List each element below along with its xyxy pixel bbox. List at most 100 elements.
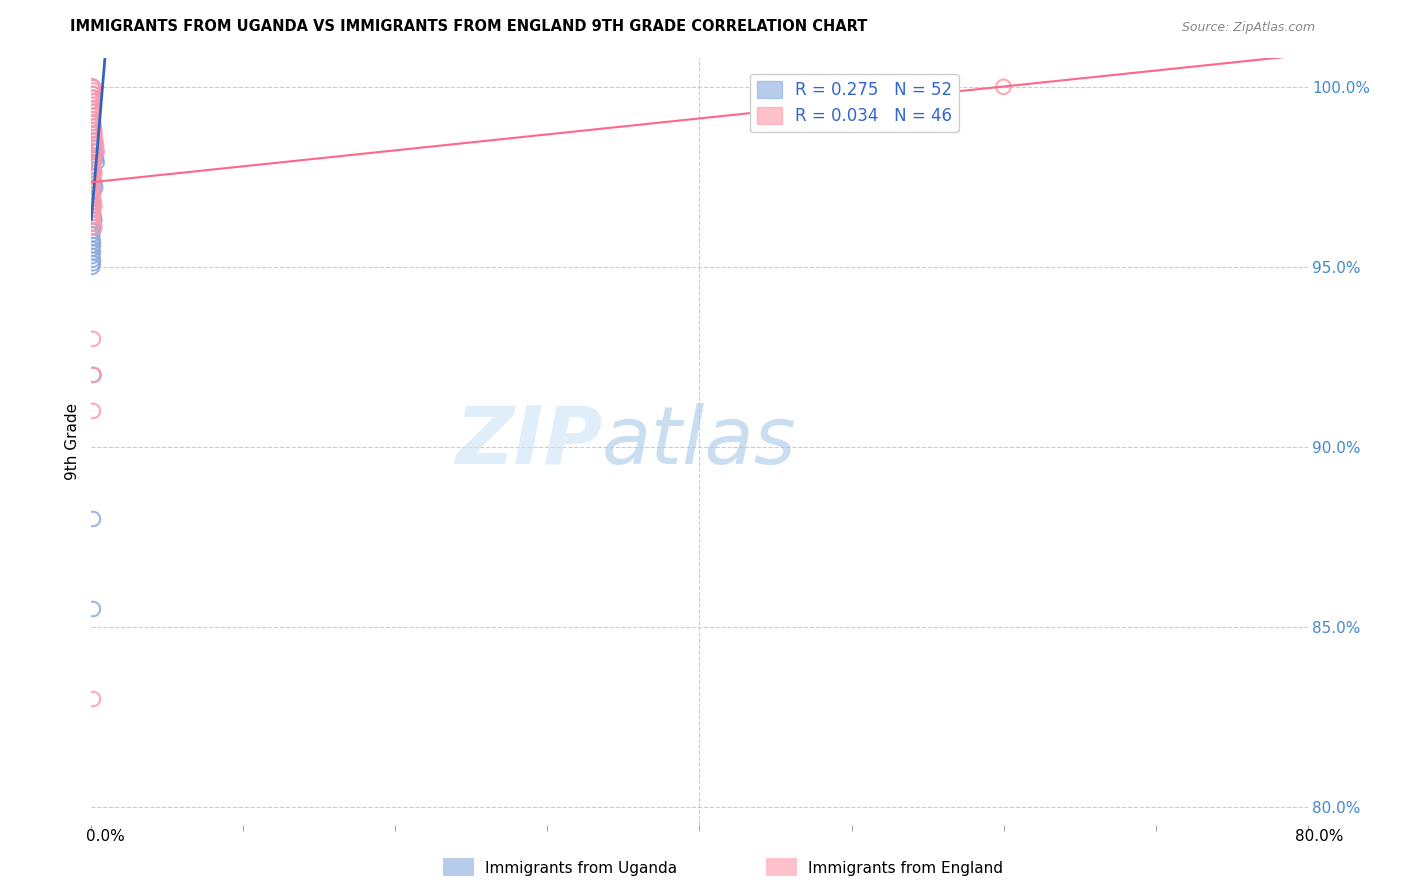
Point: [82, 112, 104, 127]
Text: 80.0%: 80.0%: [1295, 830, 1343, 844]
Point: [83, 130, 105, 145]
Point: [83, 141, 105, 155]
Point: [82, 159, 104, 173]
Point: [86, 155, 108, 169]
Point: [83, 127, 105, 141]
Point: [82, 79, 104, 94]
Point: [83, 368, 105, 382]
Point: [83, 130, 105, 145]
Point: [82, 235, 104, 249]
Point: [83, 220, 105, 235]
Point: [82, 195, 104, 210]
Point: [83, 173, 105, 187]
Point: [84, 134, 107, 148]
Point: [82, 87, 104, 101]
Point: [82, 249, 104, 263]
Point: [82, 90, 104, 104]
Point: [82, 256, 104, 270]
Point: [82, 191, 104, 205]
Point: [82, 217, 104, 231]
Point: [82, 105, 104, 120]
Point: [82, 116, 104, 130]
Point: [82, 692, 104, 706]
Text: 0.0%: 0.0%: [86, 830, 125, 844]
Point: [82, 97, 104, 112]
Point: [83, 177, 105, 191]
Point: [82, 90, 104, 104]
Point: [83, 213, 105, 227]
Point: [82, 224, 104, 238]
Point: [83, 134, 105, 148]
Point: [82, 102, 104, 116]
Point: [84, 152, 107, 166]
Point: [82, 159, 104, 173]
Point: [82, 404, 104, 418]
Point: [82, 94, 104, 108]
Point: [82, 123, 104, 137]
Point: [84, 145, 107, 159]
Point: [82, 87, 104, 101]
Point: [82, 602, 104, 616]
Point: [82, 242, 104, 256]
Point: [82, 202, 104, 217]
Point: [84, 148, 107, 162]
Point: [82, 184, 104, 198]
Point: [82, 512, 104, 526]
Point: [82, 231, 104, 245]
Point: [82, 202, 104, 217]
Point: [82, 79, 104, 94]
Text: IMMIGRANTS FROM UGANDA VS IMMIGRANTS FROM ENGLAND 9TH GRADE CORRELATION CHART: IMMIGRANTS FROM UGANDA VS IMMIGRANTS FRO…: [70, 20, 868, 34]
Point: [82, 112, 104, 127]
Text: ZIP: ZIP: [454, 402, 602, 481]
Point: [83, 199, 105, 213]
Point: [82, 105, 104, 120]
Point: [82, 162, 104, 177]
Point: [83, 120, 105, 134]
Point: [82, 152, 104, 166]
Y-axis label: 9th Grade: 9th Grade: [65, 403, 80, 480]
Point: [82, 191, 104, 205]
Point: [82, 184, 104, 198]
Point: [83, 162, 105, 177]
Point: [84, 141, 107, 155]
Point: [82, 217, 104, 231]
Point: [82, 180, 104, 194]
Point: [82, 79, 104, 94]
Point: [82, 227, 104, 242]
Point: [82, 120, 104, 134]
Point: [83, 195, 105, 210]
Point: [84, 137, 107, 152]
Point: [83, 137, 105, 152]
Point: [82, 199, 104, 213]
Point: [82, 206, 104, 220]
Point: [82, 210, 104, 224]
Point: [82, 238, 104, 252]
Point: [82, 94, 104, 108]
Point: [82, 245, 104, 260]
Point: [82, 260, 104, 274]
Point: [82, 332, 104, 346]
Point: [83, 210, 105, 224]
Point: [82, 252, 104, 267]
Text: Source: ZipAtlas.com: Source: ZipAtlas.com: [1181, 21, 1315, 34]
Point: [82, 148, 104, 162]
Point: [86, 145, 108, 159]
Point: [82, 220, 104, 235]
Point: [82, 109, 104, 123]
Point: [993, 79, 1015, 94]
Point: [82, 155, 104, 169]
Point: [83, 166, 105, 180]
Point: [82, 169, 104, 184]
Point: [82, 169, 104, 184]
Point: [82, 173, 104, 187]
Point: [82, 83, 104, 97]
Point: [83, 123, 105, 137]
Point: [82, 127, 104, 141]
Point: [82, 368, 104, 382]
Point: [82, 177, 104, 191]
Point: [82, 116, 104, 130]
Point: [82, 166, 104, 180]
Legend: R = 0.275   N = 52, R = 0.034   N = 46: R = 0.275 N = 52, R = 0.034 N = 46: [749, 74, 959, 132]
Point: [84, 180, 107, 194]
Text: Immigrants from Uganda: Immigrants from Uganda: [485, 862, 678, 876]
